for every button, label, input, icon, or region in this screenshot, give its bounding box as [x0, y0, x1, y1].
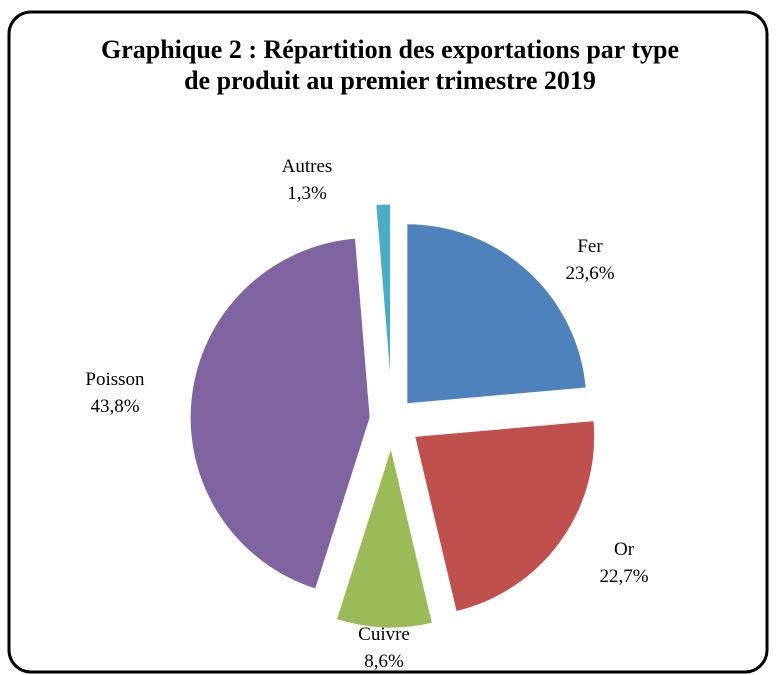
slice-label-name: Autres — [282, 156, 333, 177]
slice-label-name: Cuivre — [358, 624, 410, 645]
chart-title: Graphique 2 : Répartition des exportatio… — [100, 35, 680, 95]
slice-label-name: Or — [614, 539, 635, 560]
slice-label-value: 23,6% — [565, 263, 614, 284]
pie-slice — [189, 237, 371, 590]
frame — [7, 10, 769, 674]
pie-slice — [406, 223, 587, 405]
slice-label-value: 1,3% — [287, 183, 327, 204]
pie-slice — [414, 420, 596, 613]
slice-label-name: Poisson — [85, 369, 145, 390]
pie-slice — [335, 446, 434, 629]
slice-label-name: Fer — [577, 236, 603, 257]
slice-label-value: 22,7% — [599, 566, 648, 587]
slice-label-value: 43,8% — [90, 396, 139, 417]
pie-slice — [375, 203, 392, 385]
slice-label-value: 8,6% — [364, 651, 404, 672]
